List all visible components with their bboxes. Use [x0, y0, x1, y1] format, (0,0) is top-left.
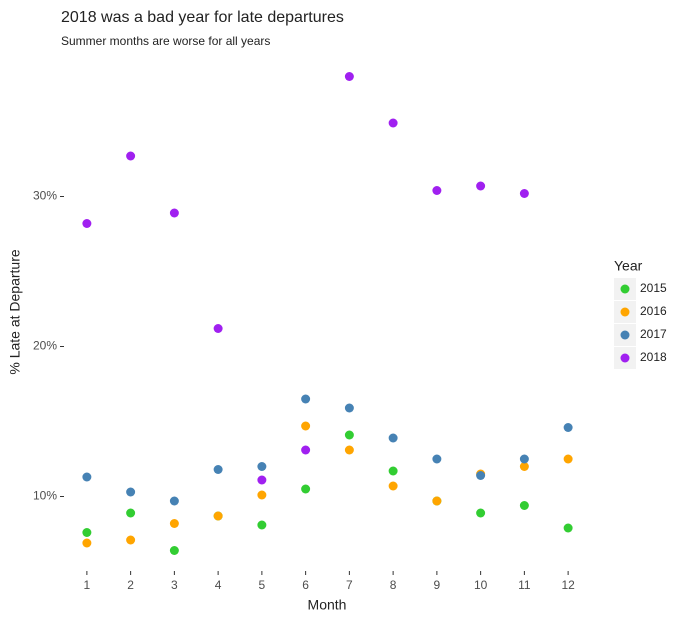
point — [213, 465, 223, 474]
point — [519, 462, 529, 471]
chart-subtitle: Summer months are worse for all years — [61, 34, 270, 48]
point — [476, 471, 486, 480]
point — [126, 487, 136, 497]
legend-marker — [620, 307, 630, 317]
point — [301, 445, 311, 455]
point — [126, 535, 136, 545]
x-tick-label: 6 — [302, 578, 309, 592]
point — [169, 519, 179, 528]
point — [519, 454, 529, 464]
point — [301, 394, 311, 404]
x-tick-label: 9 — [434, 578, 441, 592]
legend-marker — [620, 284, 630, 294]
x-tick-label: 10 — [474, 578, 488, 592]
point — [344, 430, 354, 440]
point — [82, 472, 92, 482]
point — [213, 511, 223, 521]
point — [344, 445, 354, 455]
point — [257, 520, 267, 530]
point — [82, 219, 92, 228]
point — [563, 523, 573, 533]
point — [519, 189, 529, 198]
point — [301, 421, 311, 431]
y-tick-label: 30% — [33, 189, 57, 203]
point — [169, 546, 179, 555]
x-tick-label: 4 — [215, 578, 222, 592]
point — [388, 481, 398, 491]
point — [432, 454, 442, 464]
legend-marker — [620, 330, 630, 340]
x-tick-label: 8 — [390, 578, 397, 592]
x-tick-label: 1 — [84, 578, 91, 592]
legend-label: 2018 — [640, 350, 667, 364]
point — [476, 508, 486, 518]
point — [126, 151, 136, 161]
point — [388, 433, 398, 443]
x-tick-label: 5 — [259, 578, 266, 592]
point — [344, 72, 354, 81]
point — [432, 186, 442, 195]
point — [476, 181, 486, 191]
legend-title: Year — [614, 258, 643, 274]
legend-label: 2015 — [640, 281, 667, 295]
x-tick-label: 11 — [518, 578, 531, 592]
point — [126, 508, 136, 518]
point — [257, 475, 267, 485]
legend-label: 2017 — [640, 327, 667, 341]
legend-label: 2016 — [640, 304, 667, 318]
point — [563, 454, 573, 464]
point — [82, 538, 92, 548]
point — [82, 528, 92, 537]
x-tick-label: 12 — [561, 578, 575, 592]
y-axis-title: % Late at Departure — [7, 249, 23, 375]
x-tick-label: 2 — [127, 578, 134, 592]
point — [519, 501, 529, 510]
y-tick-label: 20% — [33, 339, 57, 353]
point — [563, 423, 573, 432]
legend-marker — [620, 353, 630, 363]
point — [301, 484, 311, 494]
point — [257, 462, 267, 471]
point — [169, 496, 179, 506]
point — [388, 466, 398, 476]
point — [344, 403, 354, 413]
y-tick-label: 10% — [33, 489, 57, 503]
x-tick-label: 7 — [346, 578, 353, 592]
point — [213, 324, 223, 333]
point — [432, 496, 442, 506]
point — [388, 118, 398, 128]
x-tick-label: 3 — [171, 578, 178, 592]
point — [257, 490, 267, 500]
point — [169, 208, 179, 218]
x-axis-title: Month — [308, 597, 347, 613]
chart-title: 2018 was a bad year for late departures — [61, 9, 344, 26]
